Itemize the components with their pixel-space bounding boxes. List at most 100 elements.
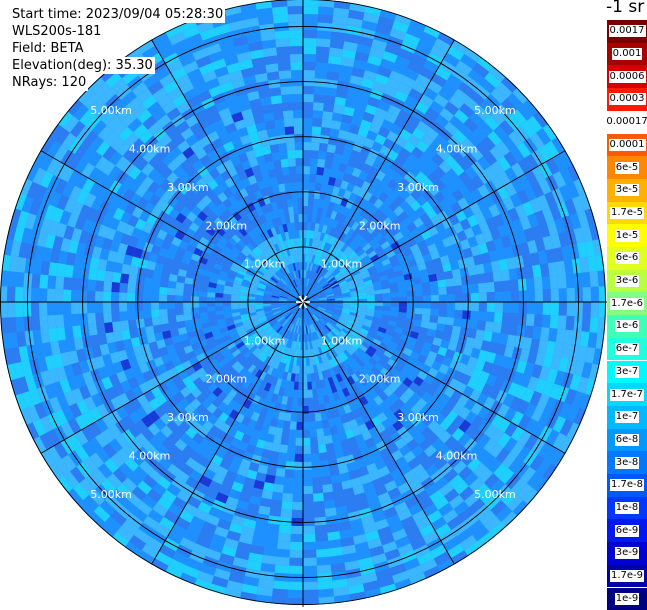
ppi-cell	[290, 62, 303, 70]
ppi-cell	[479, 292, 487, 302]
ppi-cell	[151, 302, 159, 310]
ppi-cell	[128, 275, 137, 285]
ppi-cell	[551, 302, 559, 315]
ppi-cell	[275, 38, 289, 47]
ppi-cell	[471, 293, 479, 302]
ppi-cell	[289, 166, 297, 175]
ppi-cell	[175, 302, 183, 309]
ppi-cell	[280, 86, 292, 95]
ring-label: 2.00km	[359, 373, 401, 386]
colorbar-cell: 0.00017	[607, 111, 647, 134]
ppi-cell	[303, 590, 319, 598]
ppi-cell	[535, 289, 543, 302]
ppi-cell	[87, 291, 95, 302]
ppi-cell	[295, 150, 303, 158]
ppi-cell	[399, 307, 407, 313]
ppi-cell	[223, 302, 231, 306]
ppi-cell	[144, 318, 153, 327]
ppi-cell	[292, 86, 303, 94]
ppi-cell	[303, 38, 317, 46]
ppi-cell	[331, 120, 342, 130]
ppi-cell	[543, 302, 551, 315]
colorbar-label: 6e-5	[615, 162, 640, 174]
ppi-cell	[455, 294, 463, 302]
ppi-cell	[7, 287, 15, 303]
ppi-cell	[326, 71, 339, 81]
ppi-cell	[494, 312, 503, 323]
ppi-cell	[359, 302, 367, 305]
ppi-cell	[298, 206, 303, 214]
ppi-cell	[487, 302, 495, 312]
ppi-cell	[135, 284, 144, 293]
ppi-cell	[510, 279, 519, 291]
start-time-label: Start time: 2023/09/04 05:28:30	[12, 6, 225, 23]
ppi-cell	[278, 62, 291, 71]
ppi-cell	[296, 174, 303, 182]
ppi-cell	[282, 102, 293, 111]
colorbar-label: 6e-9	[615, 525, 640, 537]
ppi-cell	[311, 445, 319, 454]
colorbar-cell: 6e-5	[607, 156, 647, 179]
ring-label: 4.00km	[436, 450, 478, 463]
ppi-cell	[167, 295, 175, 302]
ppi-cell	[270, 451, 280, 460]
ppi-cell	[323, 103, 334, 112]
ppi-cell	[316, 167, 324, 176]
ppi-cell	[231, 302, 239, 306]
ppi-cell	[267, 71, 280, 81]
ppi-cell	[524, 325, 534, 338]
ppi-cell	[308, 206, 313, 214]
ppi-cell	[303, 382, 308, 390]
ppi-cell	[399, 297, 407, 302]
ppi-cell	[31, 302, 39, 316]
ppi-cell	[136, 319, 145, 329]
ring-label: 4.00km	[436, 143, 478, 156]
ppi-cell	[321, 476, 331, 485]
ppi-cell	[439, 302, 447, 310]
ppi-cell	[129, 328, 139, 338]
ppi-cell	[328, 136, 338, 145]
ppi-cell	[318, 444, 327, 453]
ppi-cell	[316, 38, 330, 47]
ring-label: 3.00km	[167, 181, 209, 194]
ppi-cell	[475, 264, 485, 275]
ring-label: 5.00km	[474, 104, 516, 117]
ppi-cell	[461, 276, 470, 286]
ppi-cell	[292, 502, 303, 510]
ppi-cell	[64, 265, 74, 278]
ppi-cell	[303, 238, 306, 246]
ppi-cell	[534, 314, 543, 327]
ppi-cell	[375, 302, 383, 306]
ppi-cell	[288, 158, 296, 167]
ring-label: 3.00km	[397, 411, 439, 424]
ppi-cell	[55, 289, 63, 302]
ppi-cell	[303, 30, 317, 38]
ppi-cell	[294, 214, 299, 222]
ppi-cell	[303, 390, 308, 398]
ppi-cell	[294, 382, 299, 390]
ppi-cell	[215, 293, 223, 298]
ppi-cell	[39, 302, 47, 316]
ppi-cell	[103, 292, 111, 303]
ppi-cell	[294, 134, 303, 142]
ppi-cell	[445, 278, 454, 287]
ppi-cell	[320, 135, 330, 144]
colorbar-label: 1e-6	[615, 320, 640, 332]
colorbar-cell: 1e-5	[607, 224, 647, 247]
ppi-cell	[119, 302, 127, 312]
ppi-cell	[327, 451, 337, 460]
ppi-cell	[486, 282, 495, 293]
ppi-cell	[63, 289, 71, 302]
ppi-cell	[72, 325, 82, 338]
ppi-cell	[303, 486, 313, 494]
ppi-cell	[266, 466, 276, 476]
colorbar-label: 1.7e-8	[610, 479, 644, 491]
colorbar-label: 0.00017	[605, 116, 647, 128]
ppi-cell	[322, 111, 333, 120]
ppi-cell	[510, 313, 519, 325]
ppi-cell	[298, 382, 303, 390]
ppi-cell	[487, 292, 495, 302]
ppi-cell	[271, 95, 283, 104]
ppi-cell	[303, 438, 311, 446]
ppi-cell	[31, 274, 40, 289]
